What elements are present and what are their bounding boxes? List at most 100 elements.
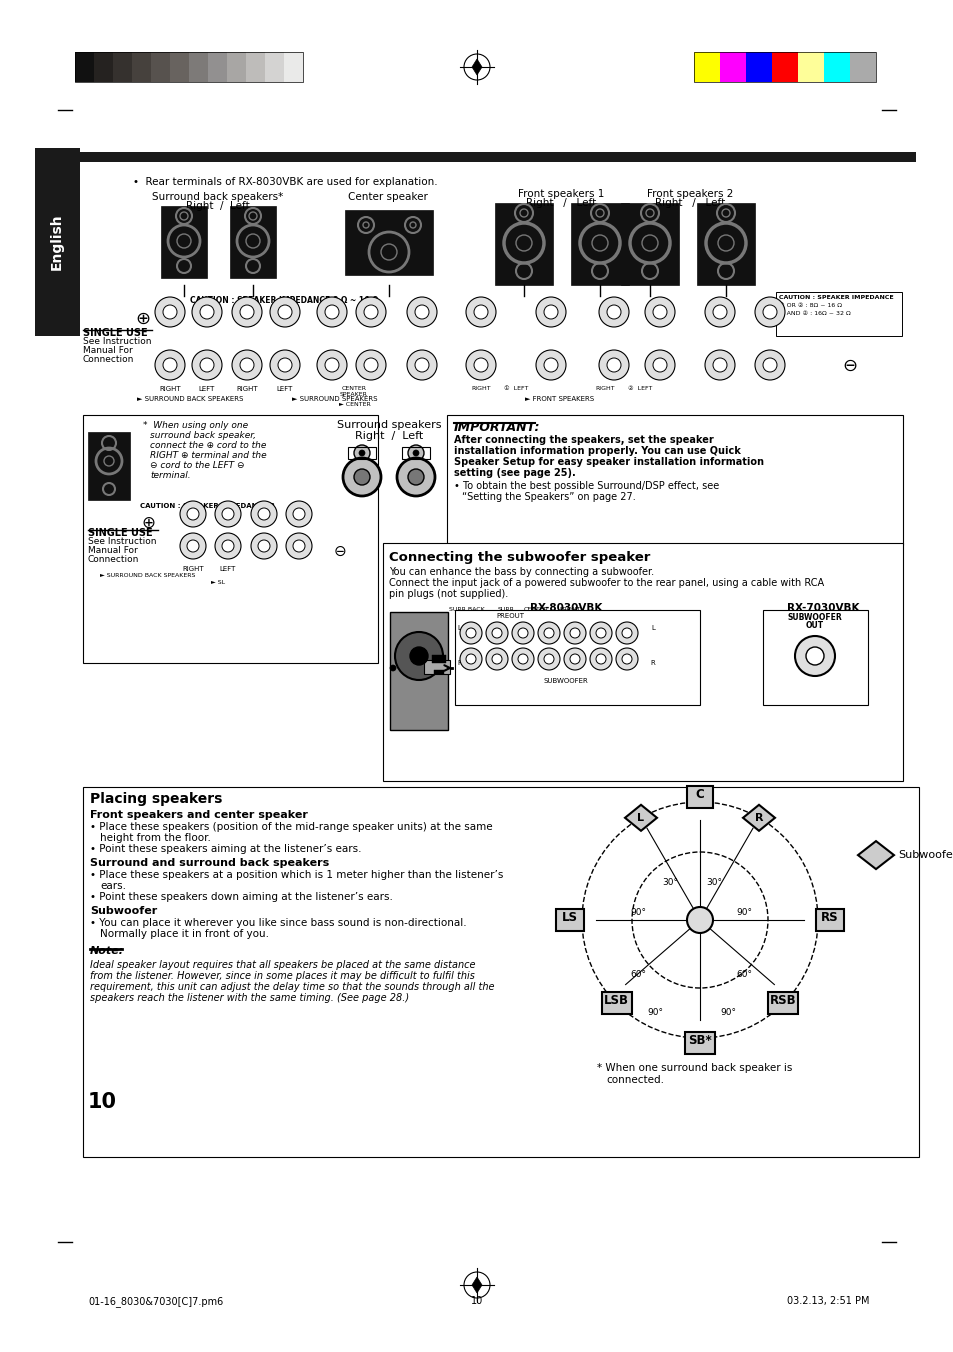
Text: 10: 10: [88, 1092, 117, 1111]
Circle shape: [704, 350, 734, 380]
Bar: [423, 660, 450, 675]
Text: height from the floor.: height from the floor.: [100, 833, 211, 844]
Circle shape: [537, 648, 559, 671]
Text: LSB: LSB: [603, 995, 628, 1007]
Bar: [693, 51, 875, 82]
Bar: [556, 909, 583, 932]
Circle shape: [270, 297, 299, 327]
Circle shape: [154, 297, 185, 327]
Text: See Instruction: See Instruction: [88, 537, 156, 546]
Text: ⊕: ⊕: [141, 514, 154, 531]
Circle shape: [415, 306, 429, 319]
Circle shape: [408, 469, 423, 485]
Circle shape: [222, 539, 233, 552]
Text: L: L: [651, 625, 655, 631]
Text: Subwoofer: Subwoofer: [897, 850, 953, 860]
Circle shape: [355, 350, 386, 380]
Bar: [447, 415, 902, 545]
Bar: [432, 654, 446, 662]
Circle shape: [762, 358, 776, 372]
Circle shape: [492, 627, 501, 638]
Circle shape: [563, 622, 585, 644]
Bar: [151, 51, 170, 82]
Text: Right  /  Left: Right / Left: [186, 201, 250, 211]
Circle shape: [465, 627, 476, 638]
Circle shape: [621, 654, 631, 664]
Text: Right   /   Left: Right / Left: [525, 197, 596, 208]
Text: RIGHT ⊕ terminal and the: RIGHT ⊕ terminal and the: [150, 452, 266, 460]
Text: pin plugs (not supplied).: pin plugs (not supplied).: [389, 589, 508, 599]
Circle shape: [364, 306, 377, 319]
Circle shape: [187, 539, 199, 552]
Text: Manual For: Manual For: [83, 346, 132, 356]
Circle shape: [343, 458, 380, 496]
Circle shape: [277, 358, 292, 372]
Text: Surround and surround back speakers: Surround and surround back speakers: [90, 859, 329, 868]
Text: ① AND ② : 16Ω ~ 32 Ω: ① AND ② : 16Ω ~ 32 Ω: [779, 311, 850, 316]
Bar: [797, 51, 823, 82]
Circle shape: [616, 622, 638, 644]
Circle shape: [652, 358, 666, 372]
Bar: [88, 433, 130, 500]
Circle shape: [712, 306, 726, 319]
Text: CENTER: CENTER: [523, 607, 548, 612]
Text: • You can place it wherever you like since bass sound is non-directional.: • You can place it wherever you like sin…: [90, 918, 466, 927]
Circle shape: [606, 306, 620, 319]
Circle shape: [805, 648, 823, 665]
Bar: [83, 415, 377, 662]
Text: 10: 10: [471, 1297, 482, 1306]
Bar: [762, 610, 867, 704]
Text: 90°: 90°: [646, 1009, 662, 1017]
Bar: [75, 51, 303, 82]
Text: • Place these speakers at a position which is 1 meter higher than the listener’s: • Place these speakers at a position whi…: [90, 869, 503, 880]
Text: FRONT: FRONT: [558, 607, 580, 612]
Circle shape: [325, 358, 338, 372]
Circle shape: [354, 445, 370, 461]
Text: Front speakers and center speaker: Front speakers and center speaker: [90, 810, 308, 821]
Circle shape: [364, 358, 377, 372]
Text: requirement, this unit can adjust the delay time so that the sounds through all : requirement, this unit can adjust the de…: [90, 982, 494, 992]
Bar: [265, 51, 284, 82]
Text: ► SL: ► SL: [211, 580, 225, 585]
Text: ⊖ cord to the LEFT ⊖: ⊖ cord to the LEFT ⊖: [150, 461, 244, 470]
Circle shape: [410, 648, 428, 665]
Text: “Setting the Speakers” on page 27.: “Setting the Speakers” on page 27.: [461, 492, 635, 502]
Text: ②  LEFT: ② LEFT: [627, 387, 652, 391]
Circle shape: [180, 502, 206, 527]
Text: Normally place it in front of you.: Normally place it in front of you.: [100, 929, 269, 940]
Circle shape: [251, 533, 276, 558]
Bar: [767, 992, 798, 1014]
Text: RIGHT: RIGHT: [471, 387, 490, 391]
Circle shape: [589, 648, 612, 671]
Text: RIGHT: RIGHT: [182, 566, 204, 572]
Bar: [823, 51, 849, 82]
Circle shape: [492, 654, 501, 664]
Text: SPEAKER: SPEAKER: [339, 392, 368, 397]
Circle shape: [459, 622, 481, 644]
Text: from the listener. However, since in some places it may be difficult to fulfil t: from the listener. However, since in som…: [90, 971, 475, 982]
Circle shape: [355, 297, 386, 327]
Bar: [284, 51, 303, 82]
Text: RIGHT: RIGHT: [236, 387, 257, 392]
Circle shape: [598, 297, 628, 327]
Text: Connection: Connection: [83, 356, 134, 364]
Text: * When one surround back speaker is: * When one surround back speaker is: [597, 1063, 792, 1073]
Circle shape: [596, 654, 605, 664]
Circle shape: [569, 627, 579, 638]
Text: PREOUT: PREOUT: [496, 612, 523, 619]
Text: SURR: SURR: [497, 607, 514, 612]
Bar: [401, 448, 430, 458]
Bar: [189, 51, 208, 82]
Bar: [83, 787, 918, 1157]
Text: SINGLE USE: SINGLE USE: [88, 529, 152, 538]
Text: ears.: ears.: [100, 882, 126, 891]
Circle shape: [277, 306, 292, 319]
Circle shape: [395, 631, 442, 680]
Circle shape: [485, 622, 507, 644]
Circle shape: [407, 297, 436, 327]
Bar: [815, 909, 843, 932]
Circle shape: [286, 533, 312, 558]
Text: ► SURROUND BACK SPEAKERS: ► SURROUND BACK SPEAKERS: [136, 396, 243, 402]
Bar: [686, 786, 712, 808]
Text: LEFT: LEFT: [276, 387, 293, 392]
